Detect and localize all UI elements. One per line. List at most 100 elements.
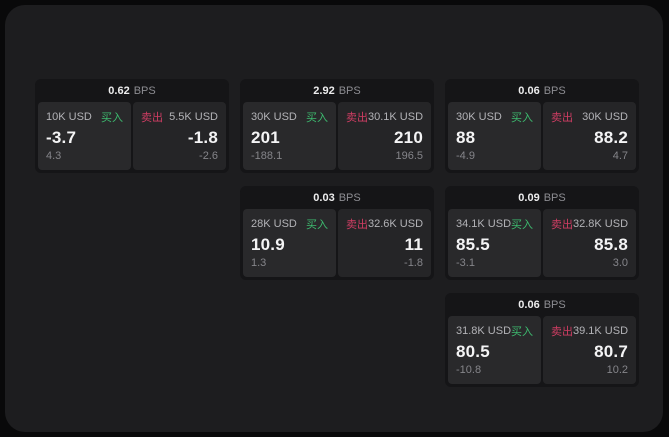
buy-tile-header: 28K USD 买入 [251, 216, 328, 232]
bps-unit-label: BPS [543, 84, 566, 97]
buy-quote-tile[interactable]: 31.8K USD 买入 80.5 -10.8 [448, 316, 541, 384]
buy-tile-header: 31.8K USD 买入 [456, 323, 533, 339]
buy-delta-value: -3.1 [456, 257, 475, 269]
card-body: 34.1K USD 买入 85.5 -3.1 卖出 32.8K USD 85.8… [445, 209, 639, 280]
quote-card: 2.92 BPS 30K USD 买入 201 -188.1 卖出 30.1K … [240, 79, 434, 173]
buy-tile-header: 30K USD 买入 [456, 109, 533, 125]
quote-card: 0.62 BPS 10K USD 买入 -3.7 4.3 卖出 5.5K USD… [35, 79, 229, 173]
buy-price-value: 80.5 [456, 342, 490, 361]
bps-unit-label: BPS [133, 84, 156, 97]
sell-price-value: 80.7 [594, 342, 628, 361]
buy-notional-label: 30K USD [251, 111, 297, 123]
app-panel: 0.62 BPS 10K USD 买入 -3.7 4.3 卖出 5.5K USD… [5, 5, 663, 432]
card-header: 2.92 BPS [240, 79, 434, 102]
card-body: 30K USD 买入 201 -188.1 卖出 30.1K USD 210 1… [240, 102, 434, 173]
buy-side-tag: 买入 [306, 219, 328, 231]
buy-notional-label: 10K USD [46, 111, 92, 123]
spread-bps-value: 0.06 [518, 298, 540, 311]
sell-delta-value: 196.5 [395, 150, 423, 162]
card-header: 0.06 BPS [445, 293, 639, 316]
sell-quote-tile[interactable]: 卖出 32.8K USD 85.8 3.0 [543, 209, 636, 277]
quote-card-grid: 0.62 BPS 10K USD 买入 -3.7 4.3 卖出 5.5K USD… [35, 79, 639, 387]
buy-price-value: -3.7 [46, 128, 77, 147]
sell-side-tag: 卖出 [141, 112, 163, 124]
buy-side-tag: 买入 [511, 112, 533, 124]
sell-side-tag: 卖出 [551, 326, 573, 338]
sell-notional-label: 30.1K USD [367, 111, 424, 123]
sell-delta-value: 4.7 [612, 150, 628, 162]
sell-delta-value: 3.0 [612, 257, 628, 269]
sell-price-value: -1.8 [187, 128, 218, 147]
bps-unit-label: BPS [543, 191, 566, 204]
buy-price-value: 201 [251, 128, 280, 147]
card-header: 0.06 BPS [445, 79, 639, 102]
sell-delta-value: -2.6 [199, 150, 218, 162]
sell-tile-header: 卖出 30K USD [551, 109, 628, 125]
buy-notional-label: 28K USD [251, 218, 297, 230]
sell-notional-label: 32.6K USD [367, 218, 424, 230]
buy-price-value: 88 [456, 128, 476, 147]
sell-quote-tile[interactable]: 卖出 5.5K USD -1.8 -2.6 [133, 102, 226, 170]
sell-notional-label: 39.1K USD [572, 325, 629, 337]
buy-tile-header: 30K USD 买入 [251, 109, 328, 125]
buy-price-value: 10.9 [251, 235, 285, 254]
sell-tile-header: 卖出 32.8K USD [551, 216, 628, 232]
buy-notional-label: 30K USD [456, 111, 502, 123]
sell-side-tag: 卖出 [551, 219, 573, 231]
quote-card: 0.09 BPS 34.1K USD 买入 85.5 -3.1 卖出 32.8K… [445, 186, 639, 280]
sell-quote-tile[interactable]: 卖出 30K USD 88.2 4.7 [543, 102, 636, 170]
sell-price-value: 85.8 [594, 235, 628, 254]
buy-delta-value: -188.1 [251, 150, 283, 162]
bps-unit-label: BPS [338, 191, 361, 204]
card-body: 31.8K USD 买入 80.5 -10.8 卖出 39.1K USD 80.… [445, 316, 639, 387]
card-body: 10K USD 买入 -3.7 4.3 卖出 5.5K USD -1.8 -2.… [35, 102, 229, 173]
sell-delta-value: -1.8 [404, 257, 423, 269]
sell-price-value: 88.2 [594, 128, 628, 147]
buy-side-tag: 买入 [101, 112, 123, 124]
spread-bps-value: 0.03 [313, 191, 335, 204]
card-header: 0.62 BPS [35, 79, 229, 102]
buy-quote-tile[interactable]: 28K USD 买入 10.9 1.3 [243, 209, 336, 277]
sell-price-value: 210 [394, 128, 423, 147]
buy-price-value: 85.5 [456, 235, 490, 254]
sell-side-tag: 卖出 [551, 112, 573, 124]
sell-quote-tile[interactable]: 卖出 39.1K USD 80.7 10.2 [543, 316, 636, 384]
buy-tile-header: 34.1K USD 买入 [456, 216, 533, 232]
sell-tile-header: 卖出 30.1K USD [346, 109, 423, 125]
buy-quote-tile[interactable]: 30K USD 买入 88 -4.9 [448, 102, 541, 170]
sell-tile-header: 卖出 5.5K USD [141, 109, 218, 125]
card-header: 0.09 BPS [445, 186, 639, 209]
sell-notional-label: 30K USD [582, 111, 628, 123]
spread-bps-value: 2.92 [313, 84, 335, 97]
buy-delta-value: 4.3 [46, 150, 62, 162]
buy-notional-label: 34.1K USD [456, 218, 512, 230]
buy-delta-value: -10.8 [456, 364, 482, 376]
buy-side-tag: 买入 [511, 219, 534, 231]
quote-card: 0.06 BPS 31.8K USD 买入 80.5 -10.8 卖出 39.1… [445, 293, 639, 387]
spread-bps-value: 0.62 [108, 84, 130, 97]
sell-tile-header: 卖出 32.6K USD [346, 216, 423, 232]
buy-side-tag: 买入 [306, 112, 328, 124]
sell-price-value: 11 [404, 235, 423, 254]
sell-tile-header: 卖出 39.1K USD [551, 323, 628, 339]
bps-unit-label: BPS [338, 84, 361, 97]
buy-quote-tile[interactable]: 34.1K USD 买入 85.5 -3.1 [448, 209, 541, 277]
card-body: 28K USD 买入 10.9 1.3 卖出 32.6K USD 11 -1.8 [240, 209, 434, 280]
card-body: 30K USD 买入 88 -4.9 卖出 30K USD 88.2 4.7 [445, 102, 639, 173]
buy-delta-value: -4.9 [456, 150, 475, 162]
card-header: 0.03 BPS [240, 186, 434, 209]
buy-tile-header: 10K USD 买入 [46, 109, 123, 125]
sell-notional-label: 32.8K USD [572, 218, 629, 230]
sell-quote-tile[interactable]: 卖出 32.6K USD 11 -1.8 [338, 209, 431, 277]
buy-quote-tile[interactable]: 10K USD 买入 -3.7 4.3 [38, 102, 131, 170]
buy-delta-value: 1.3 [251, 257, 267, 269]
sell-quote-tile[interactable]: 卖出 30.1K USD 210 196.5 [338, 102, 431, 170]
buy-quote-tile[interactable]: 30K USD 买入 201 -188.1 [243, 102, 336, 170]
spread-bps-value: 0.09 [518, 191, 540, 204]
quote-card: 0.03 BPS 28K USD 买入 10.9 1.3 卖出 32.6K US… [240, 186, 434, 280]
sell-side-tag: 卖出 [346, 112, 368, 124]
buy-side-tag: 买入 [511, 326, 534, 338]
buy-notional-label: 31.8K USD [456, 325, 512, 337]
sell-delta-value: 10.2 [606, 364, 628, 376]
bps-unit-label: BPS [543, 298, 566, 311]
